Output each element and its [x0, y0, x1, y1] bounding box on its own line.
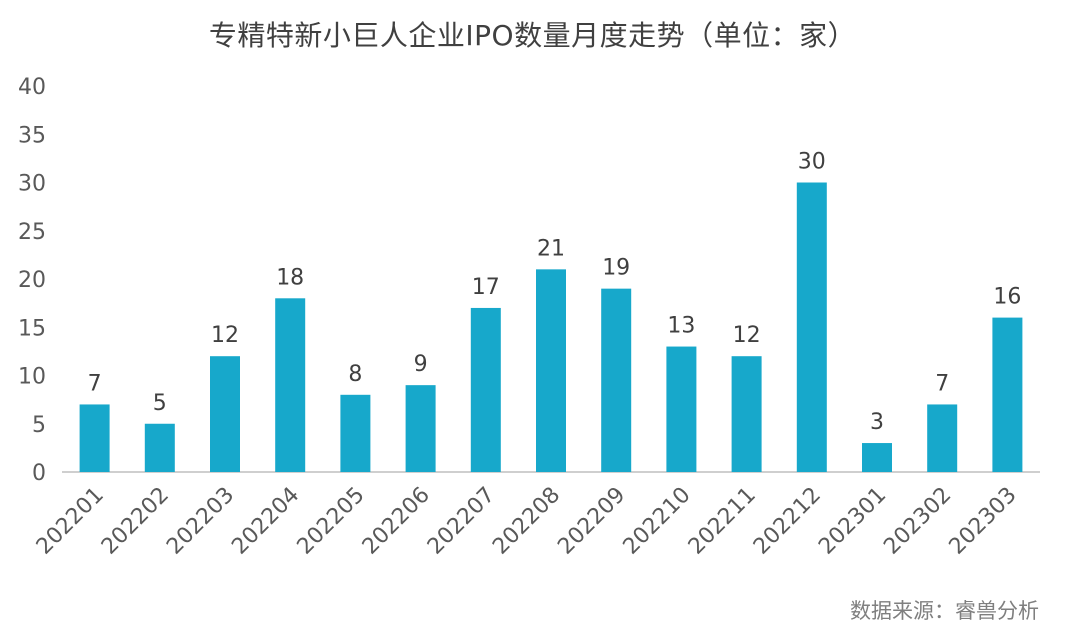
chart-title: 专精特新小巨人企业IPO数量月度走势（单位：家） [208, 19, 857, 52]
x-tick-label: 202206 [358, 483, 435, 560]
data-label: 5 [153, 391, 167, 416]
data-label: 9 [414, 352, 428, 377]
bar [796, 182, 827, 472]
data-label: 12 [733, 323, 761, 348]
y-tick-label: 35 [18, 123, 46, 148]
x-tick-label: 202205 [293, 483, 370, 560]
x-tick-label: 202201 [32, 483, 109, 560]
bar [731, 356, 762, 472]
x-tick-label: 202212 [749, 483, 826, 560]
bar [405, 385, 436, 472]
bar [601, 288, 632, 472]
data-label: 21 [537, 236, 565, 261]
y-tick-label: 5 [32, 413, 46, 438]
data-label: 7 [88, 371, 102, 396]
bar [275, 298, 306, 472]
data-labels-group: 7 5 12 18 8 9 17 21 19 13 12 30 3 7 16 [88, 150, 1022, 436]
bar [210, 356, 240, 472]
y-tick-label: 20 [18, 268, 46, 293]
data-label: 17 [472, 275, 500, 300]
bar [666, 346, 697, 472]
bar [79, 404, 110, 472]
bar [340, 394, 371, 472]
y-tick-label: 0 [32, 461, 46, 486]
bar [144, 423, 175, 472]
x-tick-label: 202210 [619, 483, 696, 560]
x-tick-label: 202207 [423, 483, 500, 560]
bar [470, 307, 501, 472]
bar [927, 404, 958, 472]
y-tick-label: 40 [18, 75, 46, 100]
data-label: 3 [870, 410, 884, 435]
x-tick-label: 202204 [227, 483, 304, 560]
data-label: 18 [276, 265, 304, 290]
y-tick-label: 10 [18, 365, 46, 390]
x-tick-label: 202301 [814, 483, 891, 560]
data-label: 30 [798, 150, 826, 175]
bar [536, 269, 566, 472]
x-tick-label: 202202 [97, 483, 174, 560]
y-axis-tick-labels: 0 5 10 15 20 25 30 35 40 [18, 75, 46, 486]
x-axis-tick-labels: 2022012022022022032022042022052022062022… [32, 483, 1022, 560]
y-tick-label: 30 [18, 172, 46, 197]
source-note: 数据来源：睿兽分析 [850, 599, 1039, 623]
data-label: 8 [348, 362, 362, 387]
data-label: 16 [993, 285, 1021, 310]
y-tick-label: 15 [18, 316, 46, 341]
x-tick-label: 202209 [553, 483, 630, 560]
data-label: 13 [667, 314, 695, 339]
bar [992, 317, 1023, 472]
bars-group [79, 182, 1023, 472]
x-tick-label: 202302 [879, 483, 956, 560]
data-label: 19 [602, 256, 630, 281]
x-tick-label: 202303 [945, 483, 1022, 560]
bar [862, 443, 892, 472]
x-tick-label: 202211 [684, 483, 761, 560]
data-label: 7 [935, 371, 949, 396]
x-tick-label: 202208 [488, 483, 565, 560]
x-tick-label: 202203 [162, 483, 239, 560]
y-tick-label: 25 [18, 220, 46, 245]
data-label: 12 [211, 323, 239, 348]
